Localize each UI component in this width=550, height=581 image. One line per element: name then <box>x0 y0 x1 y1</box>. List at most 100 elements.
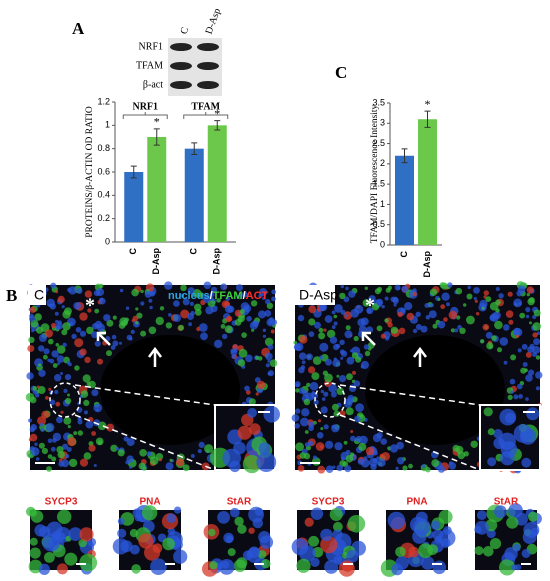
texture <box>158 458 162 462</box>
texture <box>515 512 528 526</box>
texture <box>190 310 195 316</box>
lumen <box>365 335 505 445</box>
texture <box>525 351 532 358</box>
texture <box>533 309 541 317</box>
texture <box>401 285 409 293</box>
y-axis-label: TFAM/DAPI Fluorescence Intensity <box>370 104 380 243</box>
texture <box>262 328 267 332</box>
texture <box>264 337 274 347</box>
texture <box>250 300 258 307</box>
y-tick-label: 1 <box>105 120 110 130</box>
texture <box>376 298 384 306</box>
texture <box>332 359 341 368</box>
texture <box>258 310 266 319</box>
texture <box>55 343 60 347</box>
texture <box>204 444 214 454</box>
texture <box>506 516 519 529</box>
texture <box>317 419 322 423</box>
texture <box>533 338 541 346</box>
texture <box>205 306 214 315</box>
texture <box>34 313 42 321</box>
y-axis-label: PROTEINS/β-ACTIN OD RATIO <box>85 106 95 238</box>
inset-label: PNA <box>139 497 160 508</box>
texture <box>339 292 346 300</box>
texture <box>380 333 386 339</box>
texture <box>180 293 185 298</box>
texture <box>437 320 446 329</box>
texture <box>473 296 477 301</box>
texture <box>29 547 41 559</box>
texture <box>324 373 333 383</box>
texture <box>77 430 84 436</box>
texture <box>294 423 300 429</box>
texture <box>360 365 365 369</box>
texture <box>180 309 190 319</box>
texture <box>318 327 324 333</box>
texture <box>222 448 241 468</box>
texture <box>494 505 507 519</box>
texture <box>262 334 266 338</box>
texture <box>210 286 218 293</box>
x-tick-label: C <box>128 248 138 255</box>
texture <box>96 288 105 297</box>
texture <box>351 352 359 359</box>
texture <box>49 303 56 310</box>
texture <box>45 396 49 400</box>
texture <box>129 465 133 469</box>
texture <box>103 314 111 322</box>
texture <box>126 438 135 447</box>
texture <box>51 322 57 329</box>
texture <box>308 366 316 374</box>
texture <box>45 422 55 432</box>
texture <box>271 289 277 295</box>
texture <box>498 293 504 299</box>
texture <box>470 440 478 448</box>
bar <box>418 119 437 245</box>
texture <box>256 380 266 390</box>
blot-band <box>197 81 219 89</box>
texture <box>296 558 311 573</box>
texture <box>495 308 500 313</box>
texture <box>340 456 345 461</box>
texture <box>82 374 91 383</box>
zoom-inset <box>209 404 281 474</box>
texture <box>376 456 380 460</box>
texture <box>246 315 252 322</box>
texture <box>331 310 336 315</box>
texture <box>308 535 319 547</box>
texture <box>165 462 174 471</box>
texture <box>474 299 478 303</box>
texture <box>467 285 472 290</box>
texture <box>218 559 235 575</box>
texture <box>404 302 413 311</box>
texture <box>507 394 513 400</box>
texture <box>262 296 266 300</box>
texture <box>146 451 152 457</box>
inset-image <box>380 509 456 577</box>
texture <box>239 309 245 314</box>
texture <box>188 322 193 327</box>
texture <box>28 336 35 344</box>
texture <box>387 511 406 530</box>
texture <box>320 427 324 431</box>
texture <box>106 350 112 357</box>
roi-lines <box>74 384 216 471</box>
texture <box>408 463 413 469</box>
texture <box>41 447 49 455</box>
texture <box>330 391 337 398</box>
texture <box>372 433 382 443</box>
texture <box>123 436 129 442</box>
group-bracket <box>122 112 168 119</box>
texture <box>269 359 278 368</box>
texture <box>528 369 535 376</box>
texture <box>173 549 188 564</box>
texture <box>474 520 489 535</box>
inset-image <box>112 505 188 575</box>
texture <box>26 372 34 380</box>
texture <box>138 462 146 470</box>
texture <box>323 424 329 430</box>
texture <box>333 521 343 532</box>
texture <box>44 552 55 563</box>
y-tick-label: 3.5 <box>372 97 385 107</box>
texture <box>64 374 72 381</box>
